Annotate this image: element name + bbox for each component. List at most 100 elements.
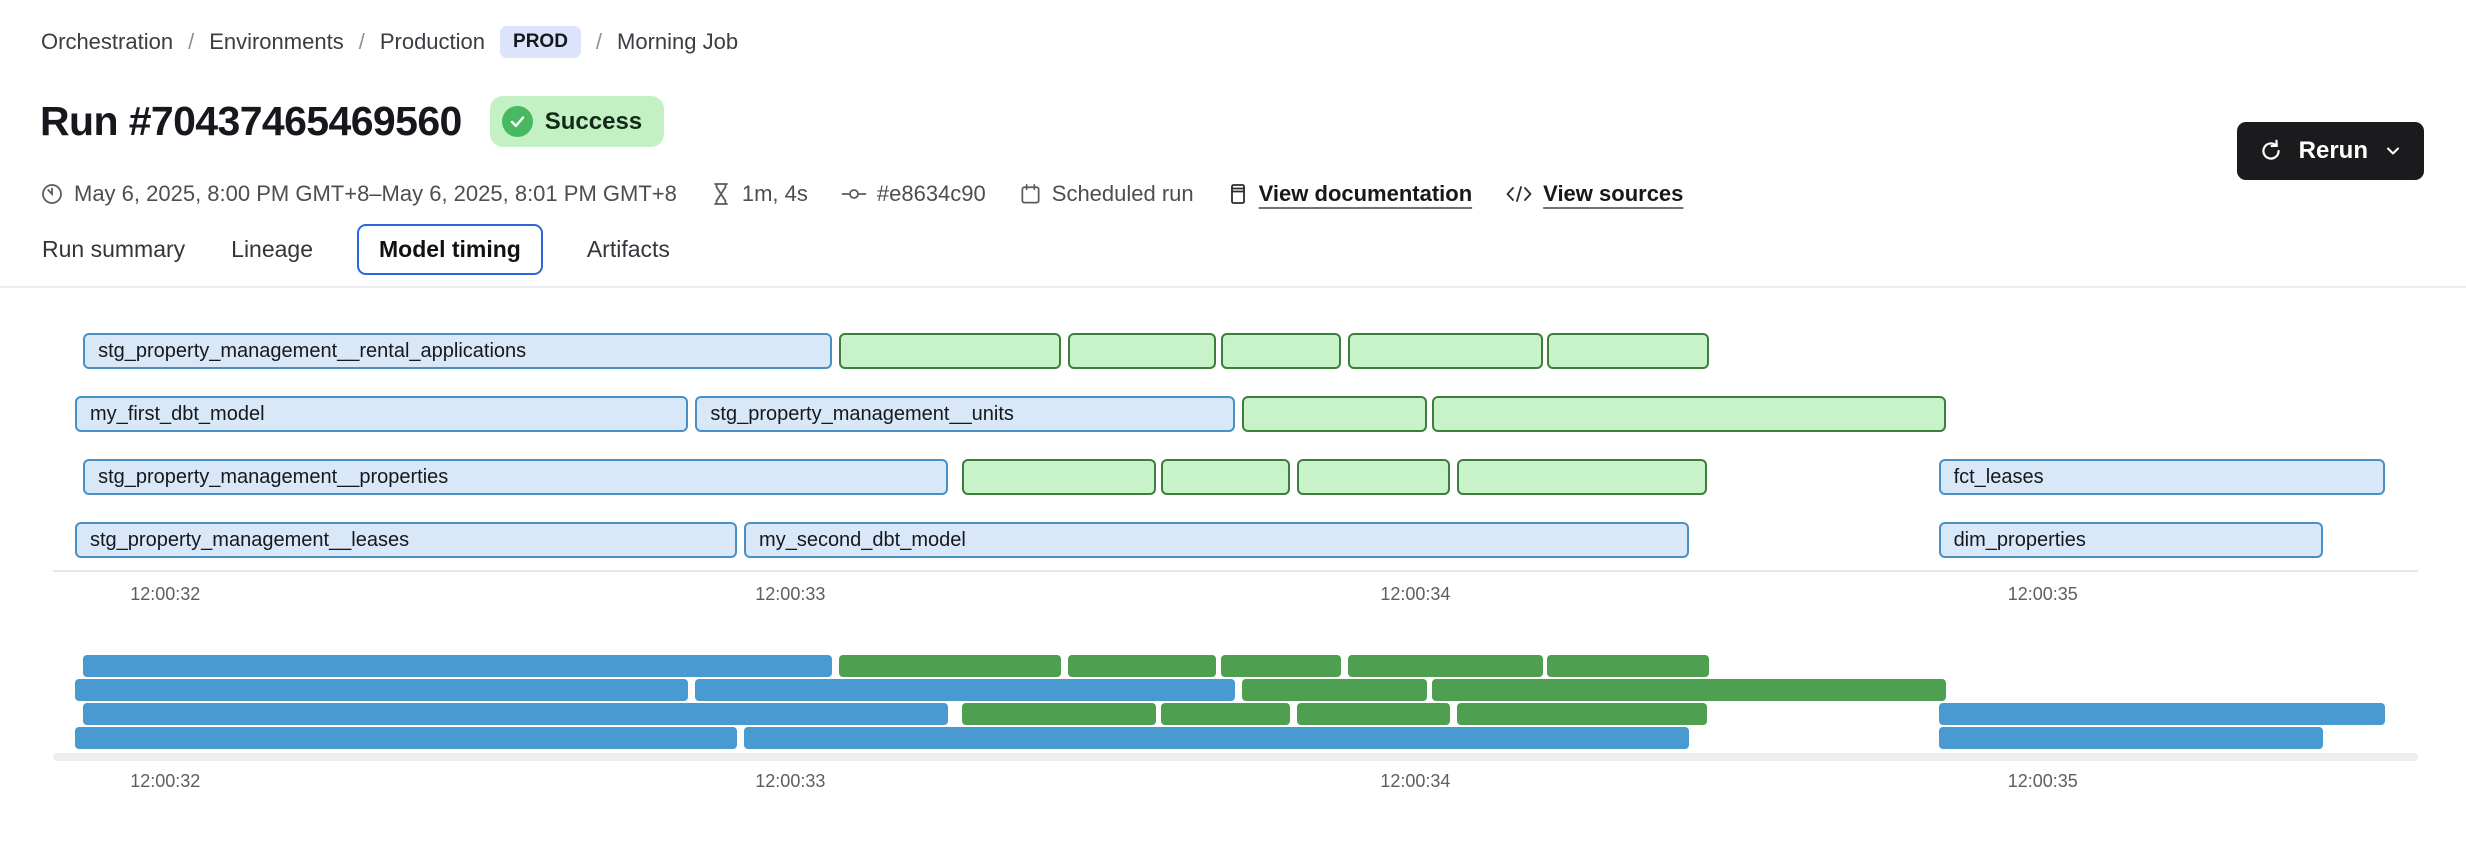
gantt-bar[interactable]: my_first_dbt_model (75, 396, 689, 432)
gantt-bar[interactable] (1457, 459, 1708, 495)
minimap-bar[interactable] (1241, 679, 1427, 701)
code-icon (1505, 183, 1533, 205)
minimap-bar[interactable] (1457, 703, 1708, 725)
minimap-bar[interactable] (1160, 703, 1291, 725)
minimap-bar[interactable] (1938, 703, 2386, 725)
gantt-bar[interactable]: my_second_dbt_model (744, 522, 1689, 558)
tab-run-summary[interactable]: Run summary (42, 236, 186, 262)
gantt-bar[interactable] (1220, 333, 1342, 369)
axis-tick-label: 12:00:35 (2007, 584, 2078, 604)
status-badge-label: Success (544, 107, 643, 135)
rerun-refresh-icon (2258, 138, 2284, 164)
run-meta-row: May 6, 2025, 8:00 PM GMT+8–May 6, 2025, … (40, 176, 1683, 212)
breadcrumb-separator: / (358, 29, 365, 54)
minimap-bar[interactable] (1431, 679, 1946, 701)
view-documentation-link[interactable]: View documentation (1258, 181, 1473, 206)
gantt-row: stg_property_management__rental_applicat… (75, 333, 2390, 369)
trigger-type-text: Scheduled run (1051, 181, 1194, 206)
axis-tick-label: 12:00:32 (130, 584, 201, 604)
gantt-minimap[interactable]: 12:00:32 12:00:33 12:00:34 12:00:35 (53, 655, 2418, 805)
breadcrumb-item-morning-job[interactable]: Morning Job (617, 29, 739, 54)
gantt-row: my_first_dbt_model stg_property_managemen… (75, 396, 2390, 432)
run-duration: 1m, 4s (710, 181, 808, 207)
calendar-icon (1019, 182, 1042, 206)
environment-badge: PROD (500, 26, 581, 58)
minimap-bar[interactable] (83, 655, 832, 677)
minimap-row (75, 679, 2390, 701)
axis-tick-label: 12:00:35 (2007, 771, 2078, 791)
commit-icon (841, 183, 867, 205)
run-time-range: May 6, 2025, 8:00 PM GMT+8–May 6, 2025, … (40, 181, 677, 207)
gantt-bar[interactable] (1160, 459, 1291, 495)
minimap-bar[interactable] (1547, 655, 1710, 677)
minimap-bar[interactable] (75, 679, 689, 701)
breadcrumb-separator: / (188, 29, 195, 54)
gantt-bar[interactable]: stg_property_management__rental_applicat… (83, 333, 832, 369)
page-title: Run #70437465469560 (40, 98, 462, 144)
minimap-row (75, 703, 2390, 725)
minimap-bar[interactable] (83, 703, 948, 725)
gantt-bar[interactable] (1348, 333, 1543, 369)
view-documentation-link-item: View documentation (1227, 181, 1473, 207)
rerun-button-label: Rerun (2298, 137, 2368, 164)
minimap-row (75, 727, 2390, 749)
success-check-icon (501, 106, 533, 137)
axis-tick-label: 12:00:33 (755, 771, 826, 791)
gantt-bar[interactable] (1297, 459, 1451, 495)
tab-bar: Run summary Lineage Model timing Artifac… (40, 224, 672, 275)
gantt-bar[interactable]: stg_property_management__units (695, 396, 1235, 432)
gantt-row: stg_property_management__properties fct_l… (75, 459, 2390, 495)
gantt-row: stg_property_management__leases my_second… (75, 522, 2390, 558)
breadcrumb-separator: / (595, 29, 603, 54)
commit-sha: #e8634c90 (841, 181, 986, 207)
tab-lineage[interactable]: Lineage (231, 236, 314, 262)
gantt-bar[interactable]: stg_property_management__properties (83, 459, 948, 495)
minimap-bar[interactable] (1348, 655, 1543, 677)
minimap-bar[interactable] (961, 703, 1157, 725)
minimap-bar[interactable] (1068, 655, 1217, 677)
hourglass-icon (710, 182, 732, 206)
breadcrumb-item-environments[interactable]: Environments (209, 29, 344, 54)
gantt-bar[interactable] (1431, 396, 1946, 432)
breadcrumb: Orchestration / Environments / Productio… (41, 26, 738, 58)
tab-artifacts[interactable]: Artifacts (586, 236, 670, 262)
minimap-bar[interactable] (75, 727, 738, 749)
minimap-bar[interactable] (1220, 655, 1342, 677)
gantt-bar[interactable]: dim_properties (1938, 522, 2323, 558)
axis-tick-label: 12:00:32 (130, 771, 201, 791)
axis-tick-label: 12:00:33 (755, 584, 826, 604)
axis-tick-label: 12:00:34 (1380, 771, 1451, 791)
gantt-bar[interactable] (1241, 396, 1427, 432)
gantt-bar[interactable]: fct_leases (1938, 459, 2386, 495)
minimap-bar[interactable] (744, 727, 1689, 749)
title-row: Run #70437465469560 Success (40, 96, 665, 147)
gantt-axis-line (53, 570, 2418, 572)
status-badge: Success (489, 96, 665, 147)
minimap-bar[interactable] (838, 655, 1062, 677)
gantt-bar[interactable] (1547, 333, 1710, 369)
rerun-button[interactable]: Rerun (2236, 122, 2424, 180)
axis-tick-label: 12:00:34 (1380, 584, 1451, 604)
view-sources-link[interactable]: View sources (1543, 181, 1684, 206)
gantt-bar[interactable] (838, 333, 1062, 369)
minimap-bar[interactable] (1938, 727, 2323, 749)
gantt-bar[interactable]: stg_property_management__leases (75, 522, 738, 558)
breadcrumb-item-production[interactable]: Production (379, 29, 486, 54)
run-time-range-text: May 6, 2025, 8:00 PM GMT+8–May 6, 2025, … (74, 181, 677, 206)
document-icon (1227, 182, 1249, 206)
trigger-type: Scheduled run (1019, 181, 1194, 207)
breadcrumb-item-orchestration[interactable]: Orchestration (41, 29, 174, 54)
minimap-bar[interactable] (695, 679, 1235, 701)
model-timing-gantt: 12:00:32 12:00:33 12:00:34 12:00:35 stg_pro… (53, 333, 2418, 604)
tab-bar-divider (0, 286, 2466, 288)
gantt-bar[interactable] (1068, 333, 1217, 369)
clock-icon (40, 182, 64, 206)
minimap-scroll-track[interactable] (53, 753, 2418, 761)
gantt-bar[interactable] (961, 459, 1157, 495)
commit-sha-text: #e8634c90 (876, 181, 986, 206)
view-sources-link-item: View sources (1505, 181, 1683, 207)
minimap-row (75, 655, 2390, 677)
run-duration-text: 1m, 4s (741, 181, 808, 206)
tab-model-timing[interactable]: Model timing (357, 224, 543, 275)
minimap-bar[interactable] (1297, 703, 1451, 725)
